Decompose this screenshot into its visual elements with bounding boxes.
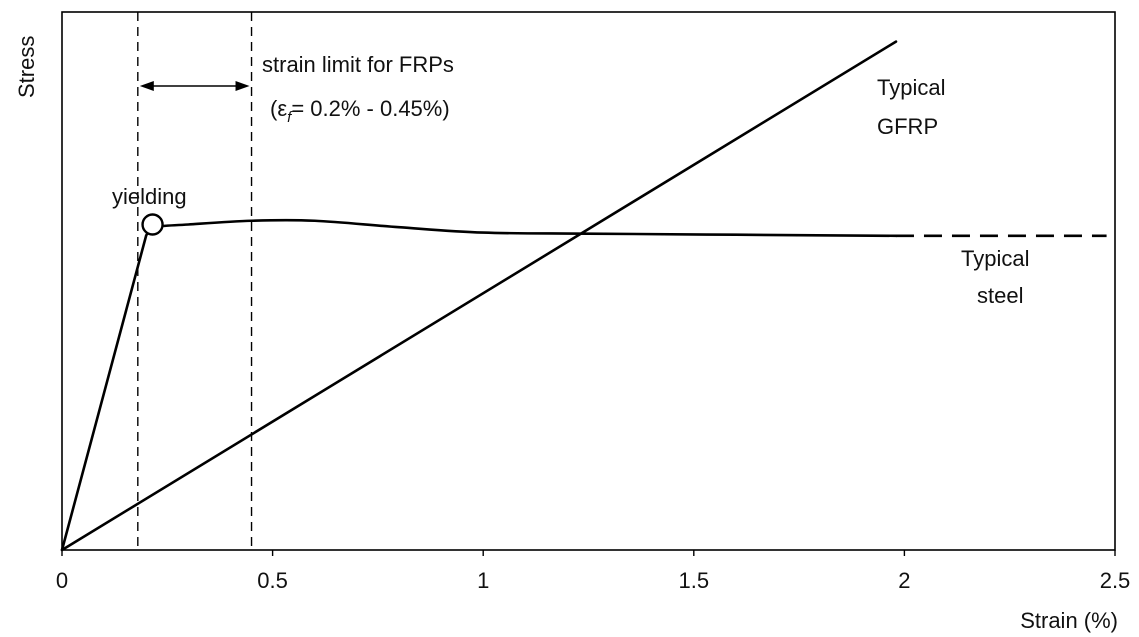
range-subscript: f [287,109,293,126]
yielding-label: yielding [112,184,187,209]
range-open: (ε [270,96,287,121]
x-tick-label-2: 1 [477,568,489,593]
gfrp-label-line2: GFRP [877,114,938,139]
x-tick-label-3: 1.5 [679,568,710,593]
steel-label-line1: Typical [961,246,1029,271]
steel-label-line2: steel [977,283,1023,308]
x-tick-label-1: 0.5 [257,568,288,593]
plot-frame [61,11,1116,551]
x-tick-label-4: 2 [898,568,910,593]
arrow-head-right [235,81,250,91]
y-axis-label: Stress [14,36,39,98]
x-ticks: 0 0.5 1 1.5 2 2.5 [56,550,1130,593]
series-typical-steel [60,218,898,552]
strain-limit-title: strain limit for FRPs [262,52,454,77]
yield-point-marker [141,213,164,236]
x-axis-label: Strain (%) [1020,608,1118,633]
strain-limit-arrow [139,81,250,91]
x-tick-label-5: 2.5 [1100,568,1131,593]
arrow-head-left [139,81,154,91]
range-rest: = 0.2% - 0.45%) [291,96,449,121]
series-typical-gfrp [60,40,898,552]
gfrp-label-line1: Typical [877,75,945,100]
strain-limit-range: (εf= 0.2% - 0.45%) [270,96,450,126]
series-lines [60,40,1107,552]
x-tick-label-0: 0 [56,568,68,593]
